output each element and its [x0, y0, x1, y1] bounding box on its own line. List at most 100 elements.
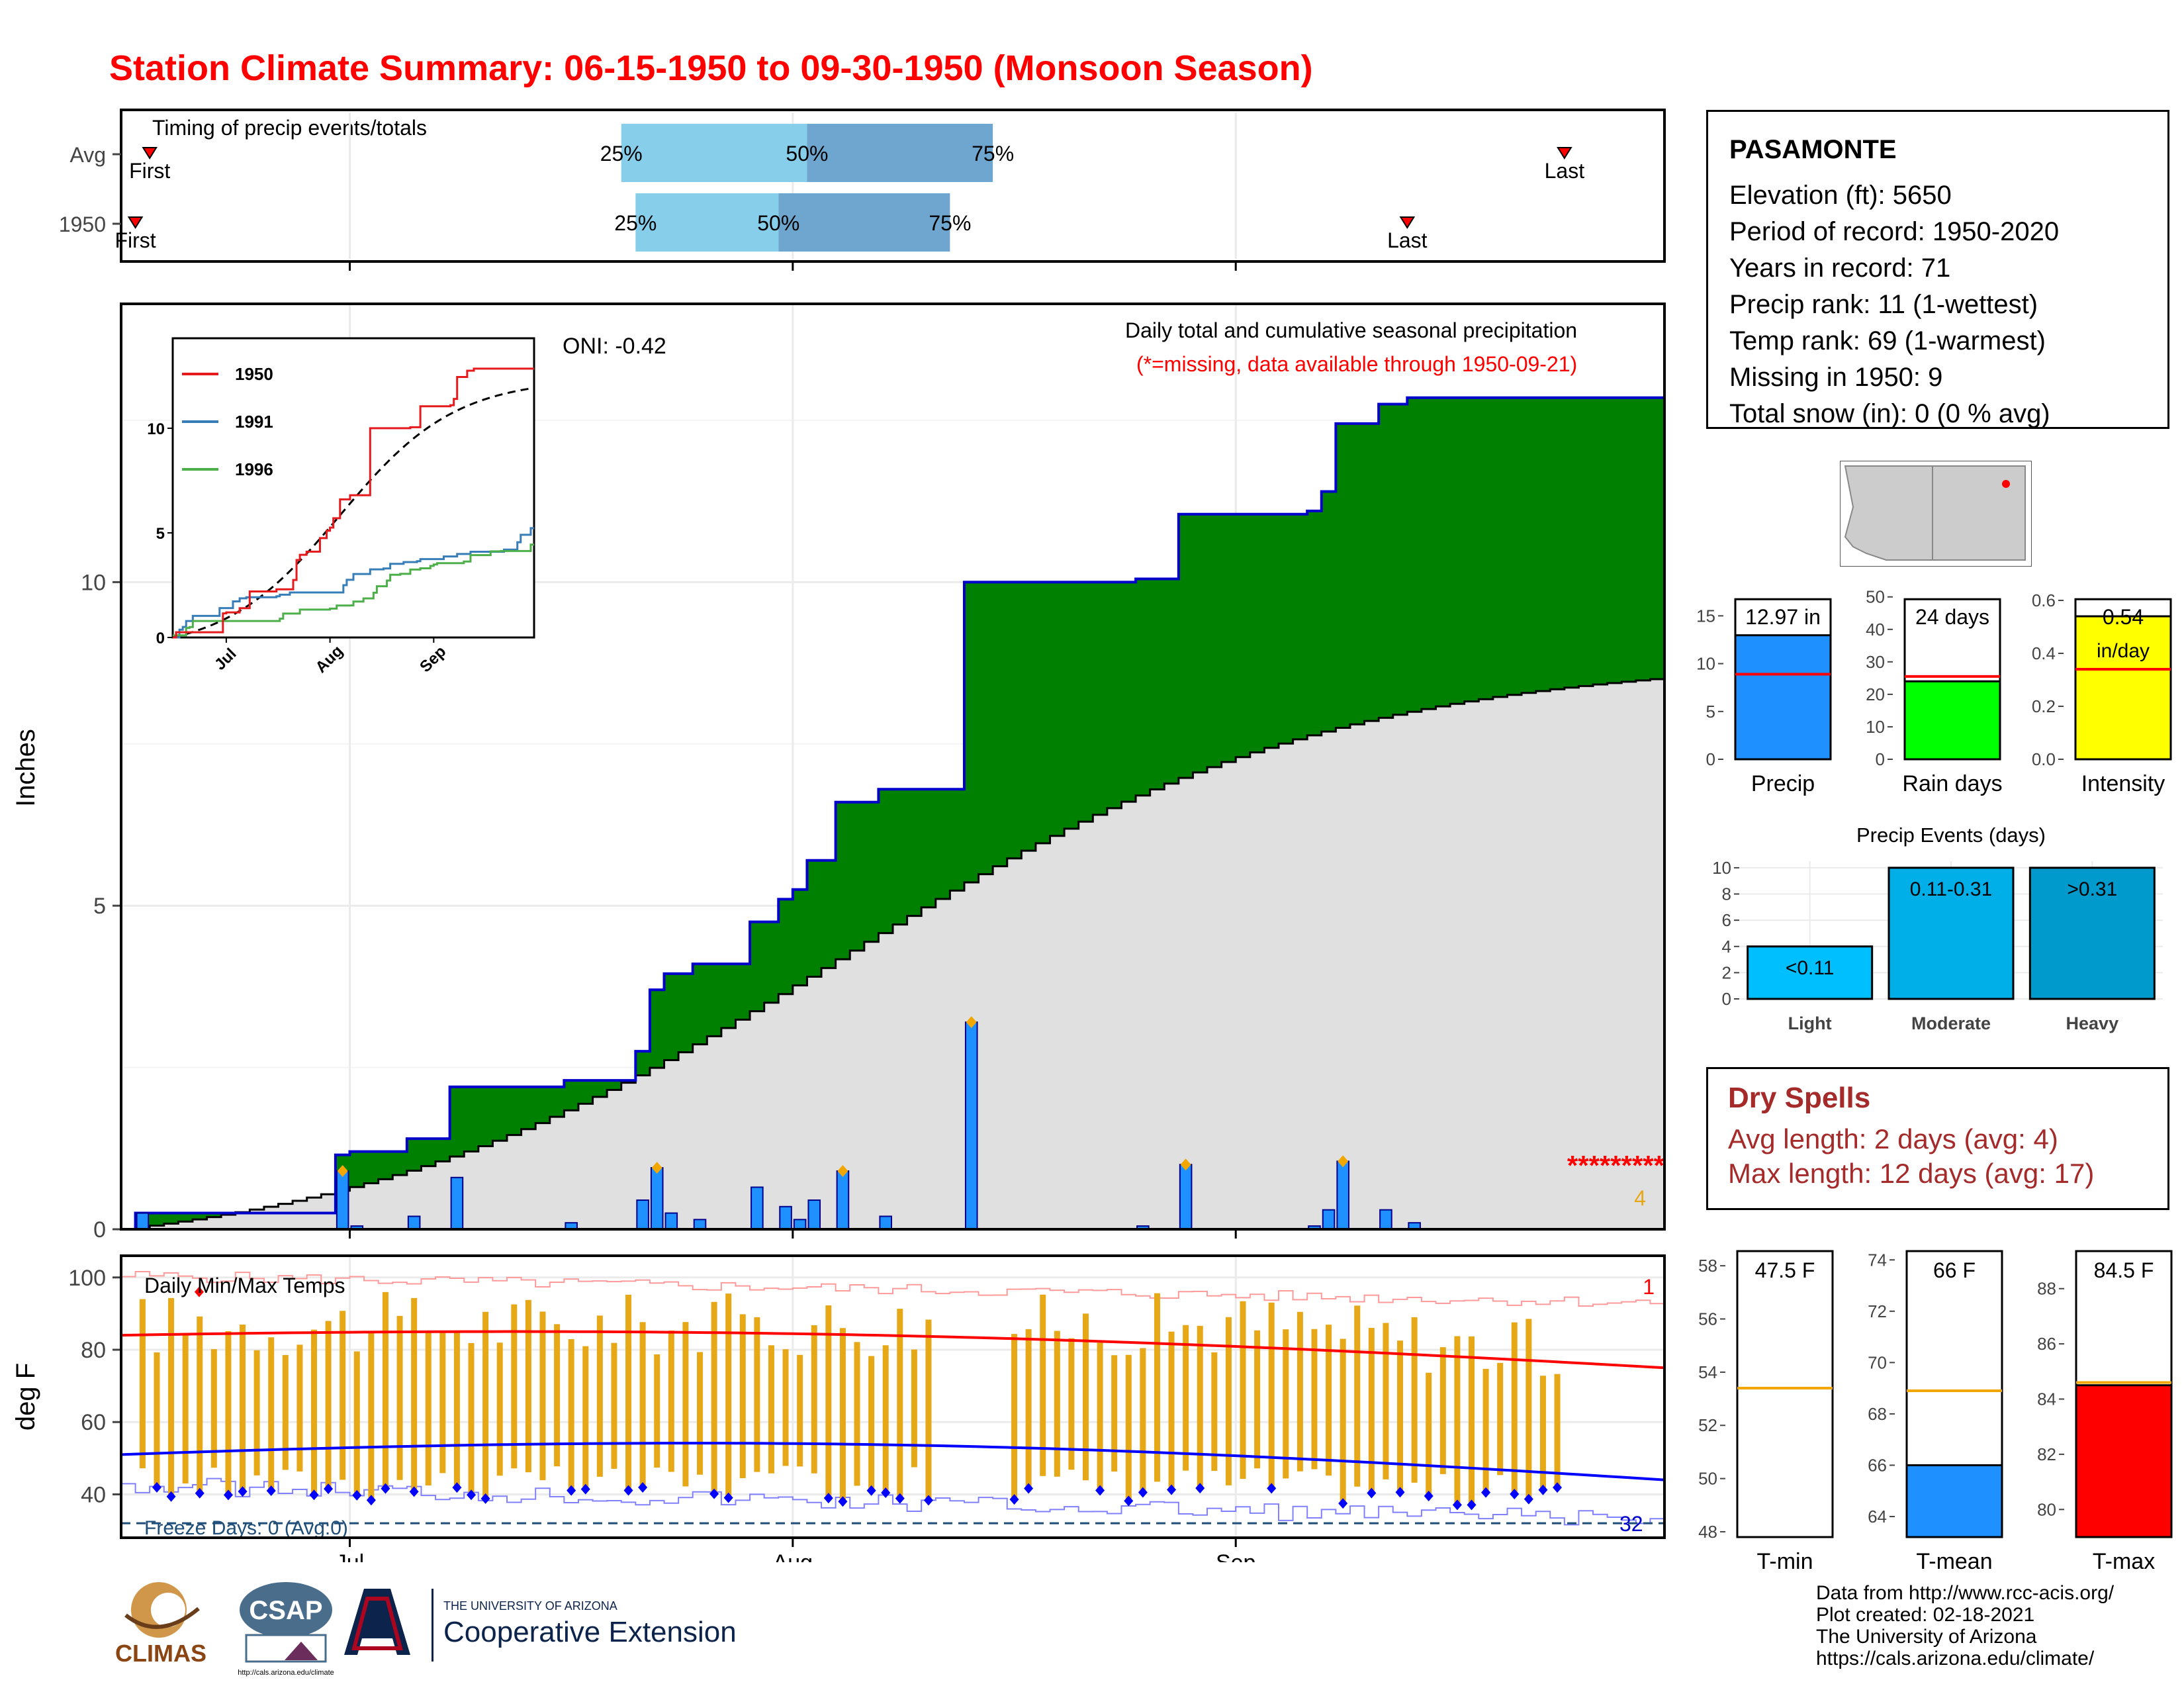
- precip-record-marker: [651, 1162, 662, 1174]
- cold-day-marker: [567, 1485, 576, 1496]
- normal-cumulative-precip: [121, 678, 1666, 1231]
- timing-p75-label: 75%: [972, 142, 1014, 165]
- totals-y-tick-label: 0: [1706, 749, 1715, 769]
- temp-y-label: deg F: [11, 1363, 40, 1430]
- daily-precip-bar: [336, 1170, 349, 1231]
- events-bar: [1888, 867, 2015, 1000]
- timing-p50-label: 50%: [786, 142, 828, 165]
- timing-p25-label: 25%: [600, 142, 643, 165]
- locator-map: [1840, 461, 2032, 567]
- cold-day-marker: [1267, 1483, 1277, 1494]
- tempsum-value-label: 47.5 F: [1755, 1258, 1815, 1282]
- station-years: Years in record: 71: [1729, 254, 1951, 283]
- cold-day-marker: [1095, 1485, 1105, 1496]
- inset-y-tick-label: 0: [156, 630, 165, 647]
- timing-bar-q3: [778, 193, 950, 252]
- tempsum-y-tick-label: 74: [1868, 1250, 1887, 1270]
- precip-record-marker: [837, 1165, 848, 1178]
- tempsum-y-tick-label: 72: [1868, 1301, 1887, 1321]
- daily-precip-bar: [1179, 1164, 1193, 1231]
- totals-y-tick-label: 50: [1866, 587, 1885, 607]
- station-precip-rank: Precip rank: 11 (1-wettest): [1729, 290, 2038, 319]
- cold-day-marker: [923, 1495, 933, 1506]
- precip-y-tick-label: 10: [81, 570, 106, 595]
- timing-p75-label: 75%: [929, 211, 971, 235]
- timing-p50-label: 50%: [757, 211, 799, 235]
- daily-precip-bar: [779, 1205, 792, 1230]
- cold-day-marker: [1124, 1495, 1134, 1507]
- inset-series-1996: [173, 543, 534, 637]
- daily-precip-bar: [1322, 1209, 1336, 1231]
- events-y-tick-label: 6: [1722, 910, 1731, 930]
- events-category-label: Moderate: [1911, 1013, 1991, 1033]
- daily-precip-bar: [836, 1170, 850, 1231]
- temp-summary-charts: 48 50 52 54 56 58 47.5 F T-min 64 66 68 70 72 74 66 F T…: [1698, 1250, 2173, 1574]
- inset-y-tick-label: 10: [147, 420, 165, 438]
- ua-big-text: Cooperative Extension: [443, 1616, 737, 1648]
- inset-series-1950: [173, 367, 534, 639]
- precip-frame: [120, 303, 1666, 1231]
- logos: CLIMAS CSAP http://cals.arizona.edu/clim…: [115, 1582, 737, 1677]
- totals-y-tick-label: 5: [1706, 702, 1715, 722]
- daily-precip-bar: [136, 1212, 150, 1231]
- inset-legend-label: 1950: [235, 364, 273, 384]
- tempsum-category-label: T-mean: [1916, 1549, 1992, 1574]
- source-line-1[interactable]: Data from http://www.rcc-acis.org/: [1816, 1582, 2115, 1604]
- cold-day-marker: [580, 1483, 590, 1495]
- totals-y-tick-label: 15: [1696, 606, 1715, 626]
- first-event-marker: [127, 216, 144, 229]
- daily-precip-bar: [793, 1219, 807, 1231]
- cold-day-marker: [1510, 1488, 1520, 1499]
- cold-day-marker: [866, 1485, 876, 1496]
- daily-precip-bar: [450, 1176, 464, 1230]
- daily-precip-bar: [1379, 1209, 1392, 1231]
- totals-y-tick-label: 0.0: [2032, 749, 2056, 769]
- last-event-marker: [1557, 147, 1572, 160]
- timing-row-label: Avg: [69, 143, 106, 167]
- totals-y-tick-label: 20: [1866, 684, 1885, 704]
- main-chart-area: Timing of precip events/totals Avg 25% 50%…: [11, 109, 1666, 1562]
- station-temp-rank: Temp rank: 69 (1-warmest): [1729, 326, 2046, 355]
- cold-day-marker: [1138, 1487, 1148, 1498]
- tempsum-y-tick-label: 84: [2037, 1389, 2056, 1409]
- inset-frame: [171, 337, 535, 639]
- cold-day-marker: [324, 1483, 334, 1495]
- totals-y-tick-label: 0.4: [2032, 643, 2056, 663]
- tempsum-y-tick-label: 88: [2037, 1279, 2056, 1299]
- cold-day-marker: [452, 1482, 462, 1493]
- daily-precip-bar: [1336, 1160, 1349, 1230]
- tempsum-y-tick-label: 70: [1868, 1352, 1887, 1372]
- cold-day-marker: [366, 1495, 376, 1506]
- totals-y-tick-label: 10: [1696, 654, 1715, 674]
- tempsum-y-tick-label: 66: [1868, 1455, 1887, 1475]
- freeze-text: Freeze Days: 0 (Avg:0): [144, 1517, 348, 1539]
- tempsum-y-tick-label: 86: [2037, 1334, 2056, 1354]
- source-line-2: Plot created: 02-18-2021: [1816, 1604, 2035, 1626]
- page-title: Station Climate Summary: 06-15-1950 to 0…: [109, 48, 1313, 88]
- temp-y-tick-label: 40: [81, 1482, 106, 1507]
- missing-count: 4: [1634, 1186, 1646, 1210]
- events-bar-label: >0.31: [2067, 878, 2117, 900]
- mean-max-line: [120, 1330, 1665, 1370]
- tempsum-value-label: 66 F: [1933, 1258, 1976, 1282]
- totals-category-label: Rain days: [1902, 771, 2002, 796]
- source-line-4[interactable]: https://cals.arizona.edu/climate/: [1816, 1648, 2095, 1669]
- inset-legend-label: 1996: [235, 459, 273, 479]
- cold-day-marker: [1452, 1499, 1462, 1511]
- totals-value-label: 0.54: [2103, 605, 2144, 629]
- events-bar: [1747, 945, 1874, 1000]
- dry-spells-box: Dry Spells Avg length: 2 days (avg: 4) M…: [1706, 1067, 2169, 1210]
- climas-text: CLIMAS: [115, 1640, 206, 1667]
- ua-logo: THE UNIVERSITY OF ARIZONA Cooperative Ex…: [344, 1589, 737, 1662]
- temp-y-tick-label: 100: [68, 1266, 106, 1291]
- timing-bar-q2: [621, 124, 807, 182]
- precip-y-tick-label: 0: [93, 1217, 106, 1243]
- cold-day-marker: [881, 1487, 891, 1498]
- tempsum-category-label: T-min: [1757, 1549, 1813, 1574]
- inset-series-1991: [173, 527, 534, 639]
- station-name: PASAMONTE: [1729, 135, 1897, 164]
- tempsum-y-tick-label: 82: [2037, 1444, 2056, 1464]
- temp-y-tick-label: 80: [81, 1338, 106, 1363]
- station-period: Period of record: 1950-2020: [1729, 217, 2060, 246]
- cold-day-marker: [709, 1488, 719, 1499]
